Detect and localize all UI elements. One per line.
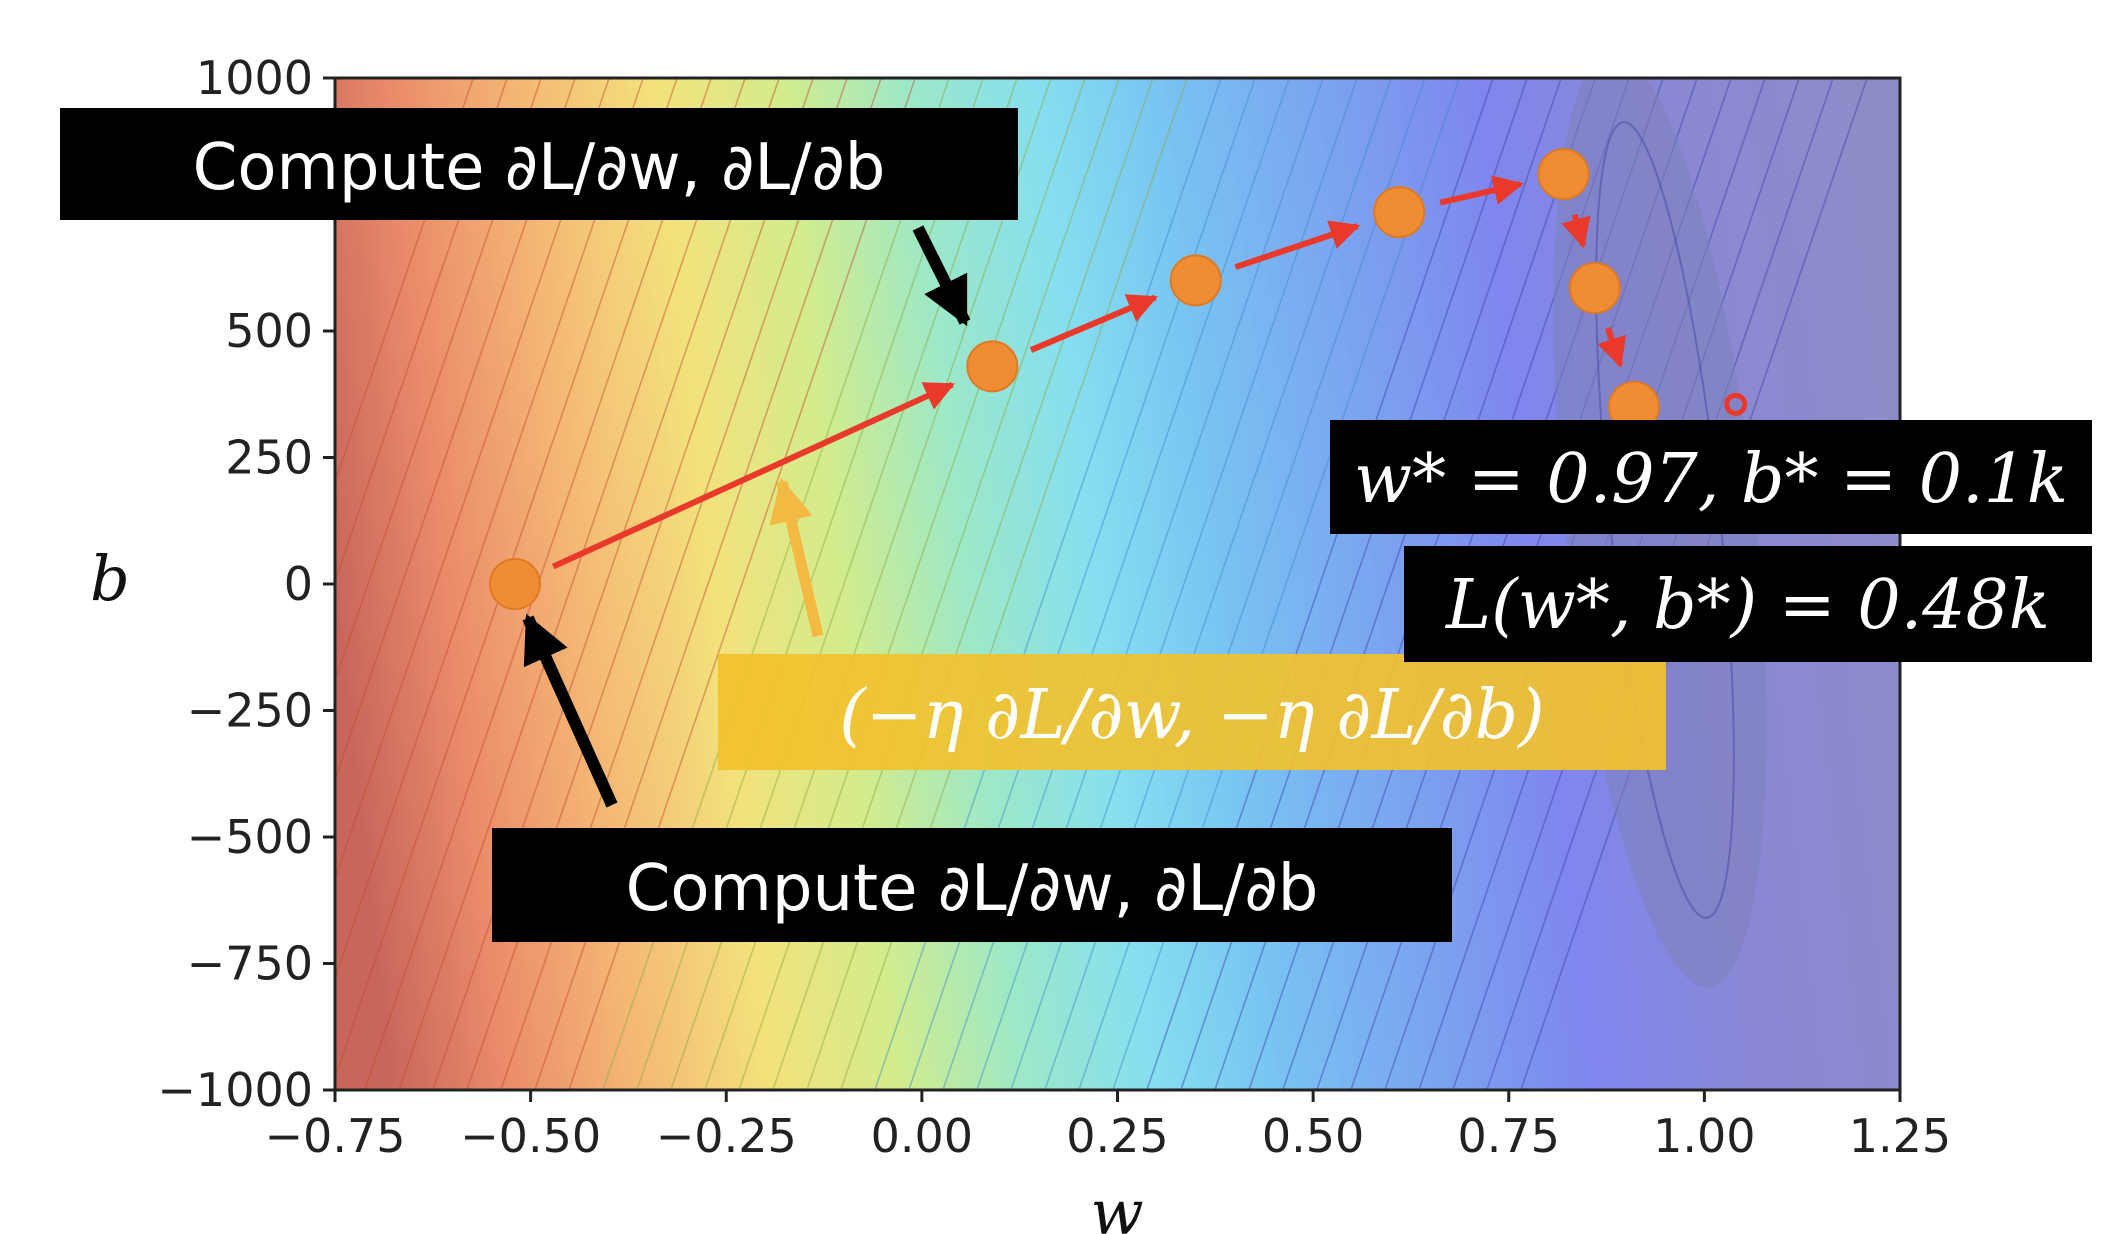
descent-point (1568, 261, 1621, 314)
x-tick-label: 0.50 (1262, 1109, 1364, 1163)
contour-line (335, 78, 509, 584)
x-tick-label: −0.50 (460, 1109, 601, 1163)
svg-text:L(w*, b*) = 0.48k: L(w*, b*) = 0.48k (1444, 566, 2050, 645)
step-arrow (769, 477, 824, 638)
descent-point (1537, 148, 1590, 201)
descent-point (966, 340, 1019, 393)
contour-line (335, 78, 645, 981)
descent-point (488, 558, 541, 610)
descent-step-arrow (1029, 294, 1158, 353)
compute-label-bottom: Compute ∂L/∂w, ∂L/∂b (492, 828, 1452, 942)
descent-arrows (551, 175, 1627, 570)
svg-text:Compute ∂L/∂w, ∂L/∂b: Compute ∂L/∂w, ∂L/∂b (626, 852, 1319, 926)
y-tick-label: 500 (225, 304, 313, 358)
y-tick-label: −750 (187, 937, 313, 991)
descent-step-arrow (551, 381, 955, 570)
contour-line (431, 78, 781, 1090)
axis-ticks: −0.75 −0.50 −0.25 0.00 0.25 0.50 0.75 1.00 1.25 1… (157, 51, 1951, 1163)
descent-step-arrow (1561, 213, 1591, 249)
contour-line (397, 78, 747, 1090)
optimum-params-label: w* = 0.97, b* = 0.1k (1330, 420, 2092, 534)
optimum-marker (1724, 392, 1748, 416)
y-tick-label: −500 (187, 810, 313, 864)
svg-text:Compute ∂L/∂w, ∂L/∂b: Compute ∂L/∂w, ∂L/∂b (193, 131, 886, 205)
x-tick-label: −0.75 (265, 1109, 406, 1163)
contour-line (335, 78, 611, 882)
contour-line (335, 78, 475, 485)
x-tick-label: 0.25 (1066, 1109, 1168, 1163)
descent-step-arrow (1439, 175, 1524, 206)
descent-points (488, 148, 1660, 610)
y-tick-label: −1000 (157, 1063, 313, 1117)
descent-step-arrow (1234, 220, 1361, 270)
y-tick-label: 1000 (196, 51, 313, 105)
y-tick-label: 0 (284, 557, 313, 611)
y-axis-label: b (90, 542, 130, 615)
compute-label-top: Compute ∂L/∂w, ∂L/∂b (60, 108, 1018, 220)
contour-line (335, 78, 577, 783)
optimum-loss-label: L(w*, b*) = 0.48k (1404, 546, 2092, 662)
x-tick-label: 0.75 (1458, 1109, 1560, 1163)
y-tick-label: 250 (225, 431, 313, 485)
x-tick-label: 1.00 (1653, 1109, 1755, 1163)
x-tick-label: −0.25 (656, 1109, 797, 1163)
contour-line (335, 78, 543, 683)
descent-step-arrow (1597, 326, 1627, 368)
svg-text:w* = 0.97, b* = 0.1k: w* = 0.97, b* = 0.1k (1354, 440, 2068, 519)
pointer-arrow-top (912, 225, 971, 327)
x-tick-label: 1.25 (1849, 1109, 1951, 1163)
pointer-arrow-bottom (522, 613, 618, 808)
x-tick-label: 0.00 (871, 1109, 973, 1163)
descent-point (1169, 254, 1222, 307)
x-axis-label: w (1090, 1176, 1143, 1234)
optimum-point (1724, 392, 1748, 416)
y-tick-label: −250 (187, 684, 313, 738)
svg-text:(−η ∂L/∂w, −η ∂L/∂b): (−η ∂L/∂w, −η ∂L/∂b) (839, 676, 1544, 755)
descent-point (1373, 186, 1426, 239)
step-formula-label: (−η ∂L/∂w, −η ∂L/∂b) (718, 654, 1666, 770)
